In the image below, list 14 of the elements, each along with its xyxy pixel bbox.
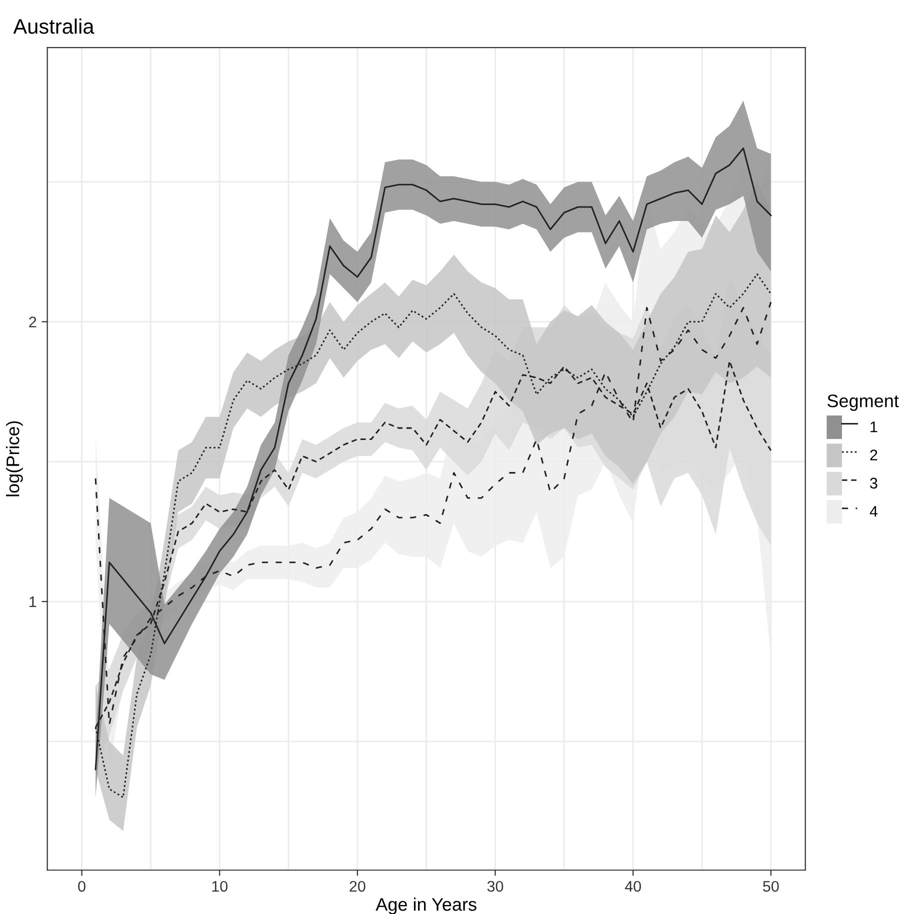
legend-title: Segment: [828, 394, 899, 411]
legend-label: 4: [870, 506, 878, 517]
x-tick-label: 20: [350, 880, 366, 892]
x-tick-label: 0: [78, 880, 86, 892]
x-tick-label: 30: [487, 880, 504, 892]
legend-label: 2: [870, 450, 878, 460]
x-tick-label: 50: [763, 880, 779, 892]
y-axis-title: log(Price): [6, 421, 23, 496]
legend-label: 3: [870, 478, 878, 489]
x-tick-label: 40: [624, 880, 641, 892]
x-axis-title: Age in Years: [376, 898, 476, 914]
chart-title: Australia: [13, 18, 94, 34]
legend-label: 1: [870, 422, 878, 432]
x-tick-label: 10: [212, 880, 228, 892]
